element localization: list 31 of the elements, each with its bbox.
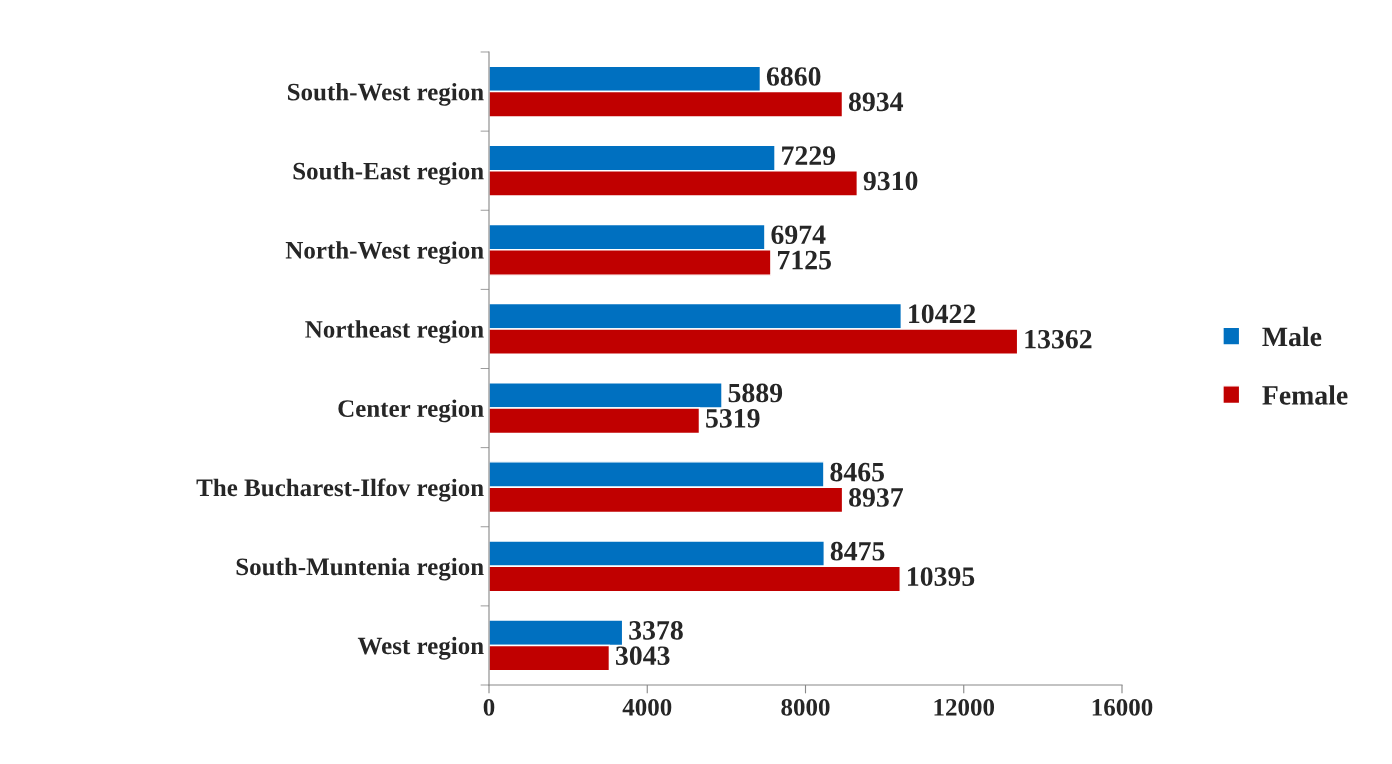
data-label: 8465 (830, 462, 884, 482)
data-label: 10422 (909, 304, 976, 324)
y-tick-label: South-Muntenia region (236, 557, 484, 581)
legend-label: Female (1262, 385, 1348, 405)
data-label: 8934 (848, 92, 904, 112)
data-label: 7229 (782, 146, 836, 165)
data-label: 5889 (728, 383, 783, 403)
data-label: 9310 (863, 171, 918, 191)
y-tick-label: Center region (338, 399, 484, 423)
y-tick-label: South-West region (287, 82, 484, 106)
y-tick-label: West region (357, 636, 484, 660)
y-tick-label: South-East region (293, 162, 484, 185)
legend-label: Male (1262, 326, 1322, 347)
data-label: 3378 (629, 620, 683, 640)
y-tick-label: Northeast region (305, 320, 484, 344)
x-tick-label: 12000 (934, 698, 995, 716)
data-label: 8475 (830, 541, 885, 561)
data-label: 6860 (766, 67, 821, 86)
x-tick-label: 8000 (781, 698, 830, 716)
x-tick-label: 16000 (1092, 698, 1153, 716)
data-label: 13362 (1025, 329, 1092, 349)
y-tick-label: The Bucharest-Ilfov region (196, 478, 484, 502)
data-label: 6974 (771, 225, 826, 245)
data-label: 10395 (908, 567, 975, 586)
y-tick-label: North-West region (285, 241, 484, 265)
data-label: 8937 (849, 488, 903, 507)
x-tick-label: 4000 (622, 698, 672, 716)
data-label: 7125 (778, 250, 831, 270)
data-label: 3043 (615, 646, 670, 666)
x-tick-label: 0 (483, 698, 495, 716)
data-label: 5319 (706, 409, 760, 428)
